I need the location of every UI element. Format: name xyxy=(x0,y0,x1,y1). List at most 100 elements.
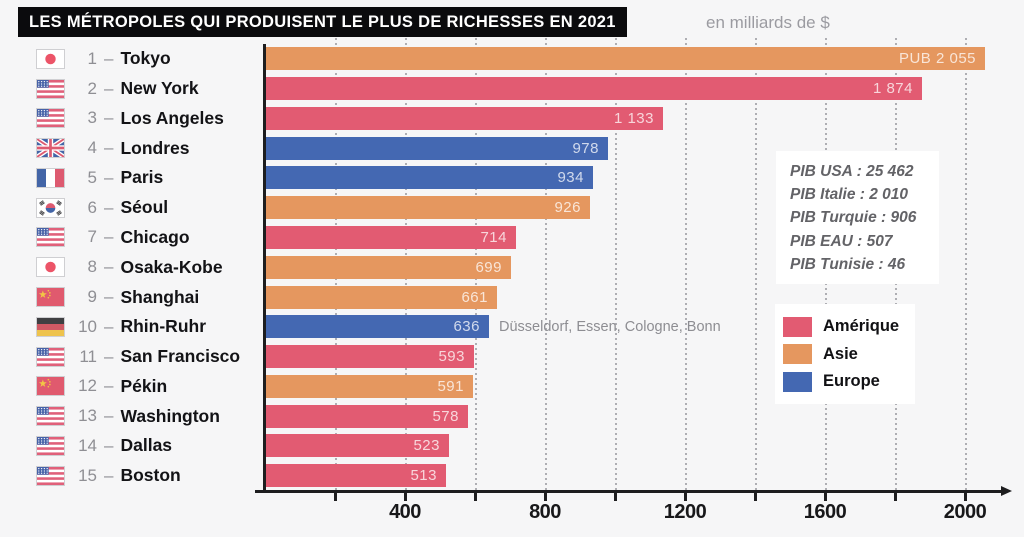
rank-dash: – xyxy=(104,257,114,277)
y-axis-line xyxy=(263,44,266,492)
bar-value-label: 593 xyxy=(438,348,465,366)
rank-label: 4 xyxy=(87,138,97,158)
rank-label: 7 xyxy=(87,227,97,247)
pib-line: PIB Turquie : 906 xyxy=(790,209,917,227)
bar-annotation: Düsseldorf, Essen, Cologne, Bonn xyxy=(499,318,721,335)
chart-row-washington: 13– Washington 578 xyxy=(0,401,1024,431)
bar-boston: 513 xyxy=(266,464,446,488)
legend-label: Europe xyxy=(823,372,880,391)
axis-tick-label: 1600 xyxy=(803,501,847,523)
axis-tick-label: 1200 xyxy=(663,501,707,523)
chart-title-text: LES MÉTROPOLES QUI PRODUISENT LE PLUS DE… xyxy=(29,12,616,31)
bar-value-label: 978 xyxy=(572,139,599,157)
flag-usa-icon xyxy=(36,435,65,456)
chart-row-los-angeles: 3– Los Angeles 1 133 xyxy=(0,104,1024,134)
legend-swatch-icon xyxy=(783,316,812,337)
legend-label: Asie xyxy=(823,344,858,363)
bar-chicago: 714 xyxy=(266,225,516,249)
flag-france-icon xyxy=(36,167,65,188)
chart-row-chicago: 7– Chicago 714 xyxy=(0,223,1024,253)
bar-tokyo: PUB 2 055 xyxy=(266,47,985,71)
axis-tick xyxy=(964,492,967,501)
chart-row-pékin: 12– Pékin 591 xyxy=(0,371,1024,401)
chart-title: LES MÉTROPOLES QUI PRODUISENT LE PLUS DE… xyxy=(18,7,627,37)
chart-row-rhin-ruhr: 10– Rhin-Ruhr 636 Düsseldorf, Essen, Cologn… xyxy=(0,312,1024,342)
bar-rows: 1– Tokyo PUB 2 055 2– New York 1 874 3– Los Ang… xyxy=(0,44,1024,490)
bar-value-label: 1 133 xyxy=(613,109,654,127)
bar-los-angeles: 1 133 xyxy=(266,106,663,130)
bar-rhin-ruhr: 636 xyxy=(266,315,489,339)
flag-china-icon xyxy=(36,376,65,397)
bar-value-label: 1 874 xyxy=(872,80,913,98)
legend-item-amérique: Amérique xyxy=(783,313,915,341)
chart-row-tokyo: 1– Tokyo PUB 2 055 xyxy=(0,44,1024,74)
gridline xyxy=(965,38,967,490)
bar-value-label: 934 xyxy=(557,169,584,187)
rank-dash: – xyxy=(104,376,114,396)
gridline xyxy=(685,38,687,490)
rank-label: 13 xyxy=(78,406,97,426)
axis-tick xyxy=(754,492,757,501)
legend: Amérique Asie Europe xyxy=(775,304,915,404)
gridline xyxy=(545,38,547,490)
chart-row-san-francisco: 11– San Francisco 593 xyxy=(0,342,1024,372)
rank-dash: – xyxy=(104,465,114,485)
unit-label: en milliards de $ xyxy=(706,13,830,32)
rank-dash: – xyxy=(104,108,114,128)
bar-value-label: 714 xyxy=(480,228,507,246)
pib-line: PIB Tunisie : 46 xyxy=(790,255,906,273)
rank-label: 11 xyxy=(79,346,97,366)
rank-dash: – xyxy=(104,48,114,68)
city-label: Boston xyxy=(120,465,181,486)
gridline xyxy=(615,38,617,490)
axis-tick xyxy=(894,492,897,501)
chart-row-new-york: 2– New York 1 874 xyxy=(0,74,1024,104)
bar-new-york: 1 874 xyxy=(266,77,922,101)
legend-item-europe: Europe xyxy=(783,368,915,396)
city-label: San Francisco xyxy=(120,346,241,367)
flag-usa-icon xyxy=(36,406,65,427)
pib-annotation-box: PIB USA : 25 462 PIB Italie : 2 010 PIB Tu… xyxy=(776,151,939,284)
city-label: Pékin xyxy=(120,375,168,396)
bar-shanghai: 661 xyxy=(266,285,497,309)
bar-value-label: 513 xyxy=(410,467,437,485)
rank-label: 9 xyxy=(87,287,97,306)
axis-tick xyxy=(824,492,827,501)
chart-row-boston: 15– Boston 513 xyxy=(0,461,1024,491)
bar-paris: 934 xyxy=(266,166,593,190)
city-label: Tokyo xyxy=(120,48,171,69)
rank-label: 6 xyxy=(87,197,97,217)
pib-line: PIB USA : 25 462 xyxy=(790,163,914,180)
bar-séoul: 926 xyxy=(266,196,590,220)
flag-usa-icon xyxy=(36,108,65,129)
rank-label: 15 xyxy=(78,465,97,485)
chart-row-paris: 5– Paris 934 xyxy=(0,163,1024,193)
flag-usa-icon xyxy=(36,465,65,486)
bar-value-label: PUB 2 055 xyxy=(898,50,976,68)
axis-tick xyxy=(544,492,547,501)
rank-label: 12 xyxy=(78,376,97,396)
rank-dash: – xyxy=(104,316,114,336)
city-label: Rhin-Ruhr xyxy=(120,316,207,337)
rank-label: 10 xyxy=(78,316,97,336)
chart-row-séoul: 6– Séoul 926 xyxy=(0,193,1024,223)
rank-label: 3 xyxy=(87,108,97,128)
gridline xyxy=(755,38,757,490)
city-label: Shanghai xyxy=(120,286,200,307)
flag-japan-icon xyxy=(36,257,65,278)
legend-label: Amérique xyxy=(823,317,900,336)
flag-uk-icon xyxy=(36,138,65,159)
bar-san-francisco: 593 xyxy=(266,345,474,369)
city-label: New York xyxy=(120,78,199,99)
axis-tick xyxy=(334,492,337,501)
bar-value-label: 523 xyxy=(413,437,440,455)
axis-tick-label: 400 xyxy=(389,501,421,523)
bar-washington: 578 xyxy=(266,404,468,428)
city-label: Los Angeles xyxy=(120,107,224,128)
axis-tick-label: 2000 xyxy=(943,501,987,523)
flag-usa-icon xyxy=(36,78,65,99)
city-label: Dallas xyxy=(120,435,173,456)
bar-value-label: 661 xyxy=(461,288,488,306)
bar-osaka-kobe: 699 xyxy=(266,255,511,279)
